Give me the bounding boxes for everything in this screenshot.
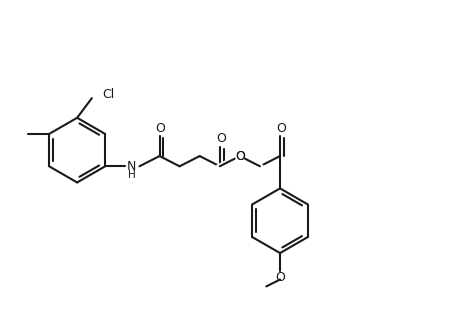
Text: O: O <box>235 149 245 163</box>
Text: O: O <box>275 271 285 284</box>
Text: H: H <box>128 170 135 180</box>
Text: Cl: Cl <box>103 88 115 101</box>
Text: O: O <box>276 122 286 135</box>
Text: O: O <box>156 122 165 135</box>
Text: O: O <box>235 149 245 163</box>
Text: N: N <box>127 160 136 173</box>
Text: O: O <box>216 132 226 145</box>
